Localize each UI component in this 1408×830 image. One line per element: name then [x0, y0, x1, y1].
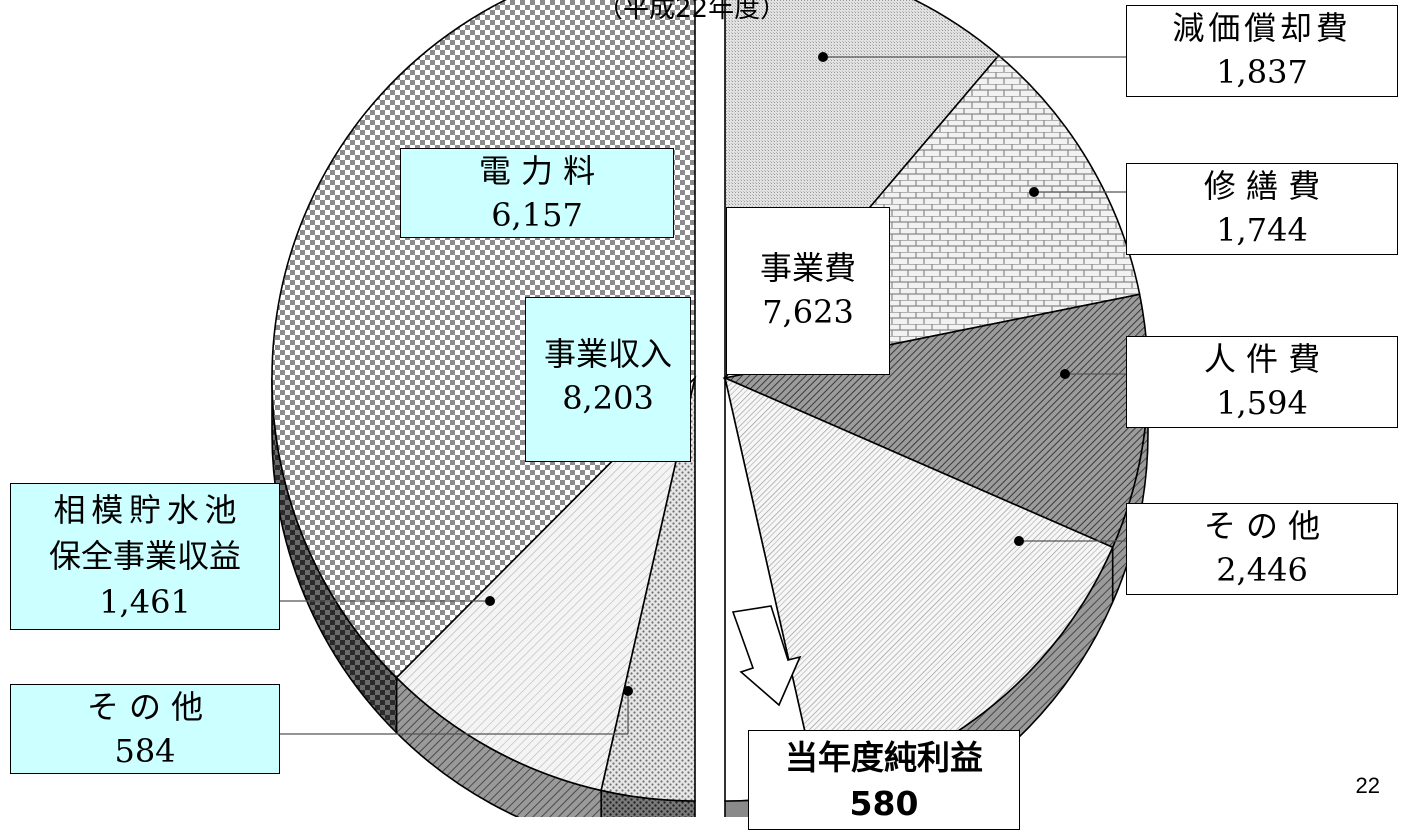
leader-income-other-a-dot	[623, 686, 633, 696]
label-income-total-value: 8,203	[562, 379, 654, 417]
label-electricity-fee: 電 力 料 6,157	[400, 148, 674, 238]
pie-slices	[271, 0, 1149, 817]
leader-sagami-reservoir-dot	[485, 596, 495, 606]
label-expense-other: そ の 他 2,446	[1126, 503, 1398, 595]
leader-repair-dot	[1029, 187, 1039, 197]
label-net-profit-value: 580	[849, 784, 919, 823]
label-income-total-name: 事業収入	[543, 335, 672, 373]
label-net-profit: 当年度純利益 580	[748, 730, 1020, 830]
net-profit-arrow-icon	[731, 605, 802, 707]
label-depreciation: 減価償却費 1,837	[1126, 5, 1398, 97]
label-sagami-reservoir-name-2: 保全事業収益	[48, 537, 241, 575]
label-sagami-reservoir-value: 1,461	[99, 583, 191, 621]
label-electricity-fee-value: 6,157	[491, 196, 583, 234]
label-income-total: 事業収入 8,203	[525, 297, 691, 462]
label-depreciation-name: 減価償却費	[1172, 9, 1352, 47]
label-sagami-reservoir: 相模貯水池 保全事業収益 1,461	[10, 483, 280, 630]
label-repair-name: 修 繕 費	[1203, 167, 1321, 205]
label-personnel: 人 件 費 1,594	[1126, 336, 1398, 428]
leader-expense-other-dot	[1014, 536, 1024, 546]
slice-sagami-reservoir	[395, 375, 697, 792]
chart-subtitle: （平成22年度）	[597, 0, 787, 24]
label-expense-total: 事業費 7,623	[726, 207, 890, 375]
label-personnel-value: 1,594	[1216, 384, 1308, 422]
page-number: 22	[1355, 773, 1380, 798]
label-personnel-name: 人 件 費	[1203, 340, 1321, 378]
label-electricity-fee-name: 電 力 料	[478, 152, 596, 190]
label-net-profit-name: 当年度純利益	[785, 738, 983, 777]
label-expense-other-name: そ の 他	[1203, 507, 1321, 545]
leader-depreciation-dot	[818, 52, 828, 62]
leader-lines	[280, 52, 1126, 735]
label-expense-total-name: 事業費	[759, 249, 856, 287]
label-expense-other-value: 2,446	[1216, 551, 1308, 589]
label-repair-value: 1,744	[1216, 211, 1308, 249]
label-sagami-reservoir-name-1: 相模貯水池	[53, 491, 243, 529]
label-income-other-name: そ の 他	[86, 688, 204, 726]
label-depreciation-value: 1,837	[1216, 53, 1308, 91]
label-income-other: そ の 他 584	[10, 684, 280, 774]
slice-income-other	[600, 377, 696, 802]
label-repair: 修 繕 費 1,744	[1126, 163, 1398, 255]
label-income-other-value: 584	[114, 732, 176, 770]
leader-personnel-dot	[1060, 369, 1070, 379]
label-expense-total-value: 7,623	[762, 293, 854, 331]
